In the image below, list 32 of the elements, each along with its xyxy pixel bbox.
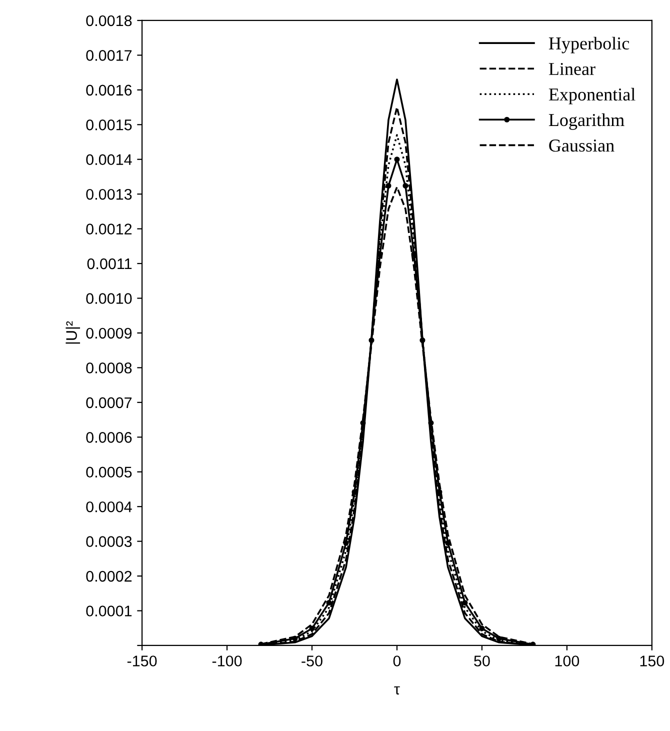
y-tick-label: 0.0015 [86, 120, 132, 130]
legend-label: Linear [548, 62, 596, 76]
y-tick-label: 0.0008 [86, 362, 132, 374]
x-tick-label: -100 [212, 656, 242, 666]
legend-label: Logarithm [548, 113, 624, 130]
y-axis-title: |U|² [66, 321, 80, 344]
x-tick-label: 150 [640, 656, 664, 666]
legend-label: Gaussian [549, 140, 614, 152]
legend-label: Exponential [548, 88, 636, 104]
x-tick-label: 0 [393, 656, 401, 666]
y-tick-label: 0.0005 [86, 466, 132, 478]
y-tick-label: 0.0007 [86, 397, 132, 408]
y-tick-label: 0.0006 [86, 432, 132, 443]
y-tick-label: 0.0017 [86, 50, 132, 61]
x-tick-label: -50 [302, 656, 322, 666]
y-tick-label: 0.0016 [86, 84, 132, 96]
y-tick-label: 0.0001 [86, 606, 132, 616]
y-tick-label: 0.0010 [86, 293, 132, 304]
y-tick-label: 0.0012 [86, 224, 132, 234]
x-tick-label: -150 [127, 656, 157, 666]
x-tick-label: 100 [555, 656, 580, 666]
legend-label: Hyperbolic [548, 36, 630, 54]
y-tick-label: 0.0004 [86, 501, 132, 512]
y-tick-label: 0.0009 [86, 328, 132, 339]
y-tick-label: 0.0013 [86, 188, 132, 200]
y-tick-label: 0.0014 [86, 154, 132, 166]
x-tick-label: 50 [474, 656, 490, 666]
y-tick-label: 0.0003 [86, 536, 132, 547]
x-axis-title: τ [394, 686, 400, 695]
y-tick-label: 0.0011 [87, 258, 132, 270]
y-tick-label: 0.0002 [86, 570, 132, 582]
y-tick-label: 0.0018 [86, 15, 132, 26]
